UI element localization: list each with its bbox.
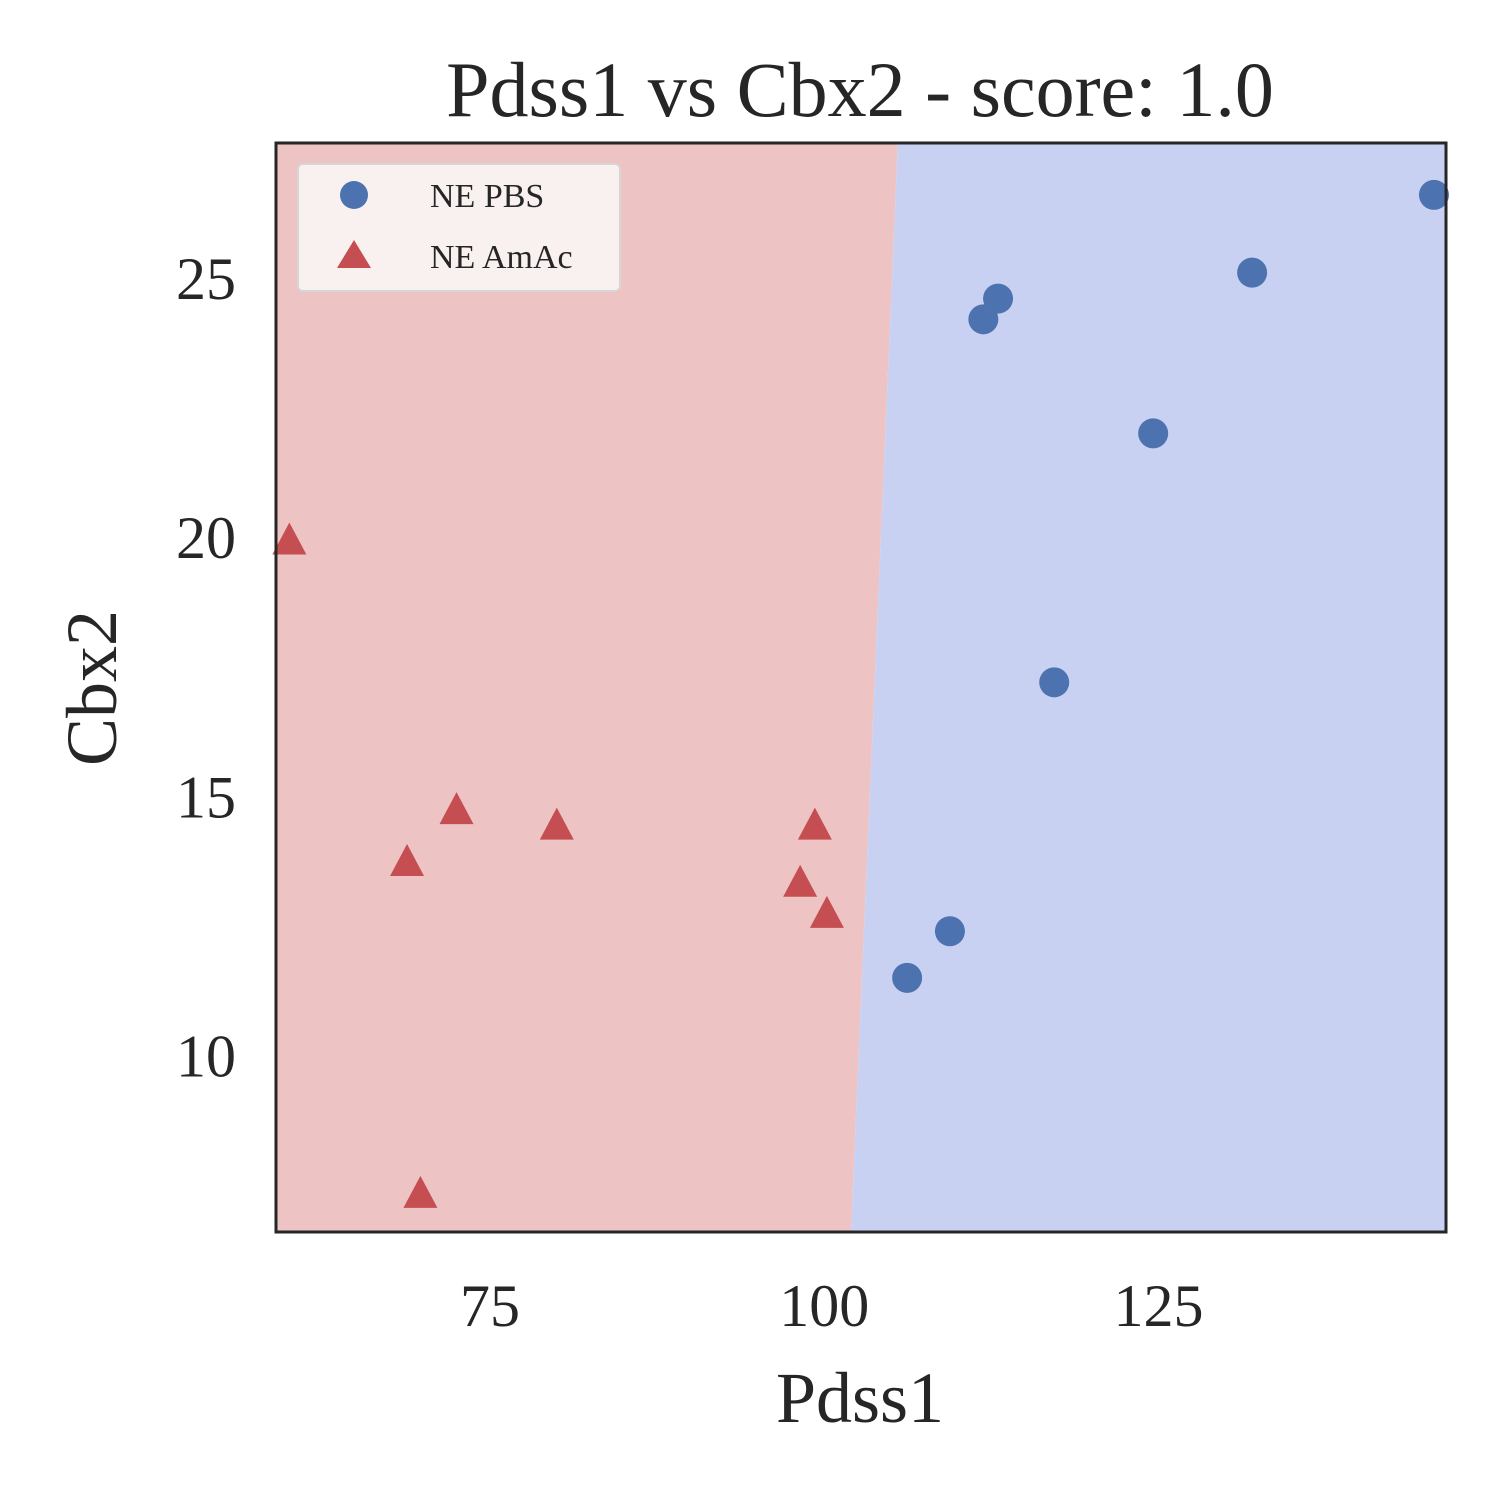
decision-region-ne-amac <box>276 143 898 1232</box>
data-point-ne-pbs <box>968 304 999 335</box>
legend: NE PBS NE AmAc <box>297 163 621 292</box>
y-tick-label: 20 <box>176 505 236 571</box>
data-point-ne-pbs <box>1418 179 1449 210</box>
data-point-ne-pbs <box>934 916 965 947</box>
data-point-ne-pbs <box>1039 667 1070 698</box>
legend-label-ne-pbs: NE PBS <box>430 178 544 215</box>
data-point-ne-amac <box>797 807 832 840</box>
decision-region-ne-pbs <box>850 143 1446 1232</box>
data-point-ne-pbs <box>1237 257 1268 288</box>
data-point-ne-pbs <box>892 962 923 993</box>
data-point-ne-amac <box>539 807 574 840</box>
plot-frame <box>274 141 1448 1234</box>
legend-marker-ne-pbs <box>340 181 368 209</box>
legend-marker-ne-amac <box>337 240 371 268</box>
x-tick-label: 125 <box>1114 1273 1204 1339</box>
data-point-ne-amac <box>272 522 307 555</box>
data-point-ne-amac <box>403 1175 438 1208</box>
y-tick-label: 10 <box>176 1024 236 1090</box>
x-tick-label: 75 <box>460 1273 520 1339</box>
x-tick-label: 100 <box>779 1273 869 1339</box>
data-points <box>272 179 1449 1208</box>
data-point-ne-amac <box>809 895 844 928</box>
data-point-ne-amac <box>439 792 474 825</box>
data-point-ne-pbs <box>1138 418 1169 449</box>
data-point-ne-amac <box>783 864 818 897</box>
x-axis-label: Pdss1 <box>776 1358 944 1438</box>
y-tick-label: 25 <box>176 246 236 312</box>
y-tick-label: 15 <box>176 764 236 830</box>
legend-box <box>297 163 621 292</box>
legend-label-ne-amac: NE AmAc <box>430 239 573 276</box>
y-axis-label: Cbx2 <box>52 610 132 766</box>
x-axis-ticks: 75 100 125 <box>460 1273 1204 1339</box>
chart-title: Pdss1 vs Cbx2 - score: 1.0 <box>446 46 1274 133</box>
data-point-ne-pbs <box>983 283 1014 314</box>
plot-area <box>272 141 1449 1234</box>
data-point-ne-amac <box>390 843 425 876</box>
y-axis-ticks: 10 15 20 25 <box>176 246 236 1090</box>
